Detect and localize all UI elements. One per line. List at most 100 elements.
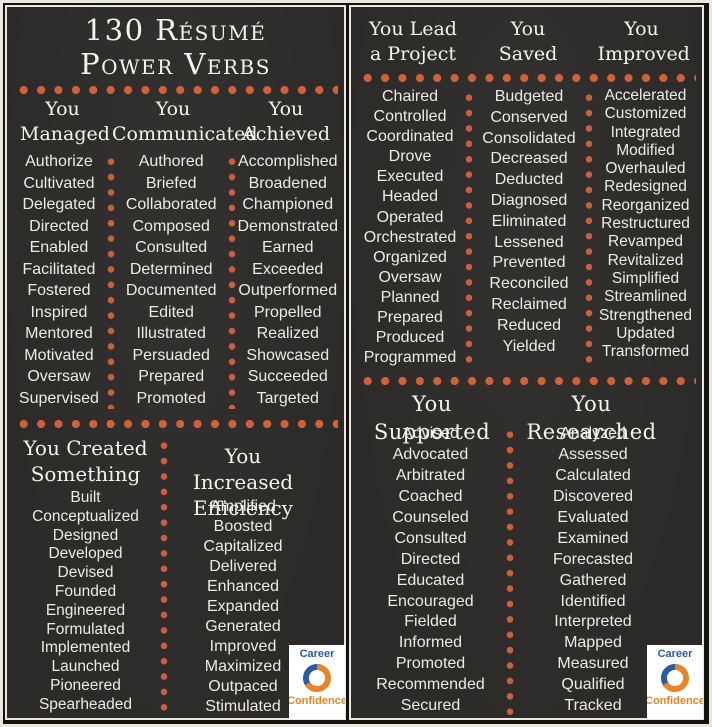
verb-item: Directed	[400, 550, 461, 568]
logo-text-career: Career	[657, 648, 693, 660]
verb-item: Propelled	[253, 303, 322, 321]
verb-item: Spearheaded	[38, 695, 133, 713]
verb-item: Transformed	[601, 343, 690, 361]
verb-item: Measured	[557, 655, 629, 673]
verb-item: Coordinated	[366, 128, 454, 146]
dotted-separator	[583, 87, 595, 369]
verb-item: Streamlined	[604, 288, 687, 306]
heading-you-improved: You Improved	[597, 18, 690, 65]
verb-item: Promoted	[395, 655, 466, 673]
verb-item: Strengthened	[598, 306, 693, 324]
verb-item: Fielded	[404, 613, 457, 631]
dotted-divider	[357, 376, 696, 387]
dotted-separator	[104, 151, 117, 409]
verb-item: Delivered	[209, 558, 277, 575]
verb-item: Stimulated	[205, 698, 281, 715]
heading-you-communicated: You Communicated	[112, 98, 258, 145]
verb-item: Decreased	[490, 150, 568, 168]
verb-item: Assessed	[558, 446, 628, 464]
verb-item: Redesigned	[604, 178, 687, 196]
verb-item: Outperformed	[238, 282, 338, 299]
verb-item: Oversaw	[378, 268, 442, 286]
verb-item: Conceptualized	[32, 507, 139, 525]
verb-item: Engineered	[45, 601, 126, 619]
verb-item: Boosted	[213, 518, 273, 535]
verb-item: Secured	[400, 697, 461, 715]
verb-item: Amplified	[210, 498, 276, 515]
verb-item: Championed	[242, 196, 334, 213]
verb-list-you-supported: Advised Advocated Arbitrated Coached Counsel…	[357, 424, 504, 717]
verb-item: Illustrated	[136, 325, 206, 342]
verb-item: Discovered	[552, 488, 634, 506]
verb-item: Coached	[398, 488, 463, 506]
verb-item: Chaired	[381, 88, 439, 105]
left-panel: 130 Résumé Power Verbs You Managed You C…	[5, 5, 346, 720]
verb-item: Facilitated	[22, 260, 96, 278]
verb-item: Restructured	[601, 215, 690, 233]
verb-item: Revamped	[608, 233, 683, 251]
verb-item: Programmed	[363, 349, 457, 367]
verb-item: Orchestrated	[363, 228, 457, 246]
verb-item: Evaluated	[557, 508, 629, 526]
heading-you-lead-a-project: You Lead a Project	[369, 18, 457, 65]
verb-item: Eliminated	[491, 212, 567, 230]
section-you-increased-efficiency: You Increased Efficiency Amplified Booste…	[170, 435, 338, 717]
verb-item: Revitalized	[607, 251, 684, 269]
verb-item: Informed	[398, 634, 463, 652]
verb-item: Cultivated	[23, 174, 95, 192]
verb-item: Accomplished	[237, 153, 338, 170]
verb-item: Supervised	[18, 389, 99, 407]
verb-item: Demonstrated	[237, 217, 339, 235]
verb-item: Interpreted	[554, 613, 632, 631]
verb-item: Consulted	[394, 529, 467, 547]
verb-item: Implemented	[40, 639, 131, 657]
verb-item: Prepared	[138, 368, 205, 385]
verb-item: Deducted	[494, 171, 564, 189]
verb-list-you-managed: Authorize Cultivated Delegated Directed Enab…	[13, 151, 105, 409]
verb-item: Mentored	[25, 325, 93, 342]
left-top-headings-row: You Managed You Communicated You Achieve…	[13, 97, 338, 151]
career-confidence-logo: Career Confidence	[647, 645, 703, 719]
verb-item: Updated	[616, 324, 675, 342]
heading-you-researched: You Researched	[526, 392, 657, 445]
right-panel: You Lead a Project You Saved You Improve…	[349, 5, 704, 720]
verb-item: Devised	[57, 564, 114, 582]
verb-item: Collaborated	[125, 196, 217, 213]
right-bottom-lists-row: Advised Advocated Arbitrated Coached Counsel…	[357, 424, 696, 717]
verb-item: Analyzed	[560, 425, 626, 443]
left-bottom-row: You Created Something Built Conceptualize…	[13, 435, 338, 717]
verb-item: Operated	[376, 208, 444, 226]
verb-item: Reconciled	[489, 275, 569, 293]
verb-item: Succeeded	[247, 368, 328, 385]
verb-item: Identified	[560, 592, 626, 610]
dotted-separator	[158, 435, 170, 717]
verb-item: Directed	[29, 217, 89, 235]
verb-item: Enhanced	[206, 578, 280, 595]
logo-text-career: Career	[299, 648, 335, 660]
heading-you-increased-efficiency: You Increased Efficiency	[192, 444, 294, 520]
logo-text-confidence: Confidence	[289, 695, 345, 707]
verb-item: Consulted	[135, 239, 208, 256]
verb-item: Qualified	[561, 676, 625, 694]
verb-item: Delegated	[22, 196, 96, 213]
logo-text-confidence: Confidence	[647, 695, 703, 707]
career-confidence-icon	[660, 663, 690, 693]
verb-item: Motivated	[24, 346, 94, 364]
verb-item: Realized	[256, 325, 319, 342]
verb-item: Capitalized	[203, 538, 283, 555]
verb-list-you-increased-efficiency: Amplified Boosted Capitalized Delivered Enha…	[170, 497, 316, 717]
verb-item: Encouraged	[387, 592, 474, 610]
career-confidence-logo: Career Confidence	[289, 645, 345, 719]
right-top-lists-row: Chaired Controlled Coordinated Drove Execute…	[357, 87, 696, 369]
verb-item: Conserved	[490, 108, 568, 126]
verb-list-you-researched: Analyzed Assessed Calculated Discovered Eval…	[516, 424, 696, 717]
verb-item: Educated	[396, 571, 465, 589]
verb-item: Expanded	[206, 598, 280, 615]
verb-item: Inspired	[30, 303, 88, 321]
dotted-divider	[13, 419, 338, 429]
verb-item: Modified	[616, 141, 675, 159]
verb-item: Pioneered	[50, 676, 121, 694]
verb-item: Maximized	[204, 658, 282, 675]
verb-item: Integrated	[610, 123, 681, 141]
